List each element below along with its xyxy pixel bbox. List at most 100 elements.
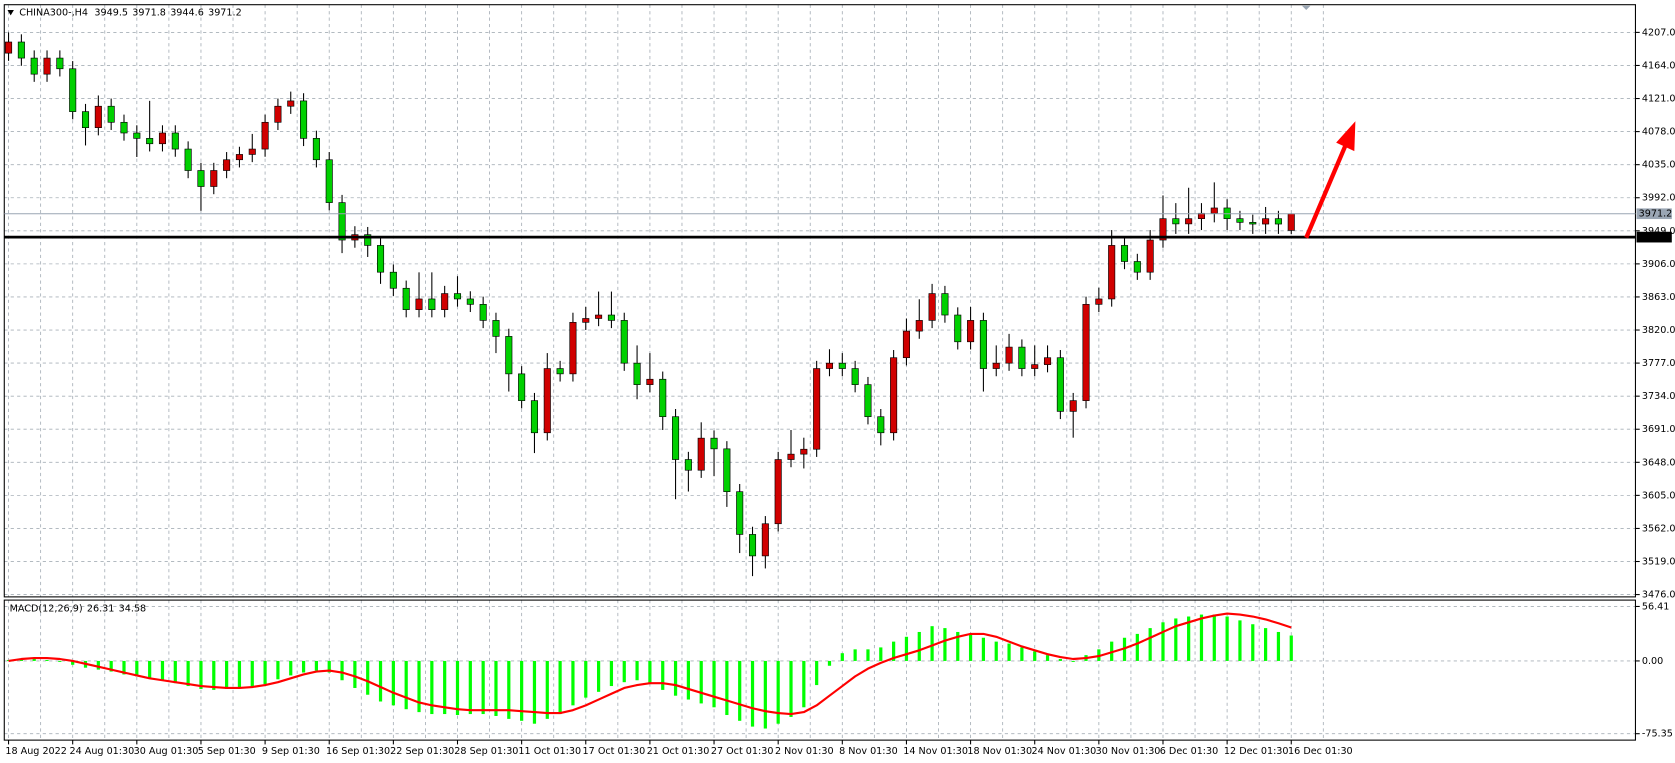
candle-body	[223, 159, 231, 171]
candle-body	[415, 298, 423, 310]
macd-histogram-bar	[1135, 633, 1139, 661]
x-tick-label: 30 Aug 01:30	[134, 746, 199, 757]
macd-histogram-bar	[404, 660, 408, 710]
candle-body	[954, 314, 962, 343]
macd-histogram-bar	[943, 628, 947, 661]
candle-body	[1005, 346, 1013, 364]
macd-histogram-bar	[968, 633, 973, 661]
candle-body	[851, 368, 859, 385]
candle-body	[710, 437, 718, 450]
macd-histogram-bar	[160, 660, 165, 681]
macd-histogram-bar	[148, 660, 152, 679]
x-tick-label: 14 Nov 01:30	[903, 746, 968, 757]
x-tick-label: 2 Nov 01:30	[775, 746, 834, 757]
macd-histogram-bar	[956, 631, 960, 661]
macd-last-signal: 34.58	[119, 604, 147, 615]
candle-body	[1249, 222, 1257, 225]
y-tick-label: 3691.0	[1642, 424, 1675, 435]
macd-histogram-bar	[673, 660, 678, 696]
collapse-triangle	[7, 10, 14, 16]
y-tick-label: 3562.0	[1642, 523, 1675, 534]
x-tick-label: 17 Oct 01:30	[583, 746, 646, 757]
x-tick-label: 5 Sep 01:30	[198, 746, 256, 757]
x-tick-label: 18 Aug 2022	[5, 746, 67, 757]
candle-body	[338, 202, 346, 241]
macd-histogram-bar	[596, 660, 601, 692]
macd-histogram-bar	[289, 660, 293, 676]
candle-body	[107, 105, 115, 123]
macd-histogram-bar	[686, 660, 690, 700]
macd-histogram-bar	[212, 660, 216, 690]
y-tick-label: 3605.0	[1642, 490, 1675, 501]
candle-body	[1146, 239, 1154, 273]
candle-body	[992, 362, 1000, 369]
macd-histogram-bar	[1033, 651, 1037, 661]
macd-histogram-bar	[1212, 614, 1216, 661]
candle-body	[17, 41, 25, 59]
macd-signal-line	[8, 612, 1292, 716]
candle-body	[774, 459, 782, 525]
macd-histogram-bar	[263, 660, 267, 685]
macd-histogram-bar	[301, 660, 306, 673]
candle-body	[325, 159, 333, 203]
y-tick-label: 3777.0	[1642, 358, 1675, 369]
macd-histogram-bar	[109, 660, 113, 672]
x-tick-label: 21 Oct 01:30	[647, 746, 710, 757]
hline-label: 3940.8	[1639, 232, 1673, 243]
candle-body	[928, 293, 936, 321]
y-tick-label: 3648.0	[1642, 457, 1675, 468]
y-tick-label: 4035.0	[1642, 160, 1675, 171]
candle-body	[1287, 213, 1295, 231]
last-low: 3944.6	[170, 8, 204, 19]
macd-histogram-bar	[276, 660, 280, 680]
macd-histogram-bar	[340, 660, 344, 681]
macd-histogram-bar	[1071, 660, 1075, 662]
candle-body	[595, 314, 603, 319]
macd-histogram-bar	[545, 660, 549, 719]
macd-histogram-bar	[738, 660, 742, 721]
candle-body	[184, 148, 192, 171]
candle-body	[659, 378, 667, 418]
candle-body	[569, 322, 577, 375]
macd-histogram-bar	[994, 641, 998, 661]
candle-body	[377, 245, 385, 273]
candle-body	[1274, 218, 1282, 225]
macd-histogram-bar	[635, 660, 639, 681]
candle-body	[261, 121, 269, 150]
candle-body	[56, 57, 64, 70]
candle-body	[556, 368, 564, 375]
candle-body	[479, 304, 487, 321]
marks-layer	[4, 32, 1636, 729]
candle-body	[389, 271, 397, 289]
candle-body	[197, 170, 205, 187]
candle-body	[1133, 261, 1141, 273]
macd-histogram-bar	[840, 653, 844, 661]
candle-body	[158, 132, 167, 145]
candle-body	[1056, 357, 1064, 412]
macd-histogram-bar	[930, 626, 934, 661]
candle-body	[620, 320, 628, 364]
macd-histogram-bar	[699, 660, 703, 704]
macd-histogram-bar	[879, 647, 883, 661]
macd-last-hist: 26.31	[87, 604, 115, 615]
macd-histogram-bar	[58, 660, 62, 662]
candle-body	[1082, 304, 1090, 401]
macd-histogram-bar	[507, 660, 511, 719]
x-tick-label: 6 Dec 01:30	[1160, 746, 1219, 757]
macd-histogram-bar	[250, 660, 254, 688]
macd-histogram-bar	[391, 660, 395, 706]
candle-body	[902, 330, 910, 359]
macd-histogram-bar	[468, 660, 472, 715]
candle-body	[838, 362, 846, 369]
candle-body	[1172, 218, 1180, 225]
y-tick-label: 3820.0	[1642, 325, 1675, 336]
candle-body	[672, 416, 680, 460]
candle-body	[518, 373, 526, 401]
macd-histogram-bar	[866, 649, 870, 661]
macd-histogram-bar	[1225, 616, 1229, 661]
macd-histogram-bar	[1263, 628, 1268, 661]
x-tick-label: 30 Nov 01:30	[1096, 746, 1161, 757]
macd-histogram-bar	[1289, 635, 1293, 661]
